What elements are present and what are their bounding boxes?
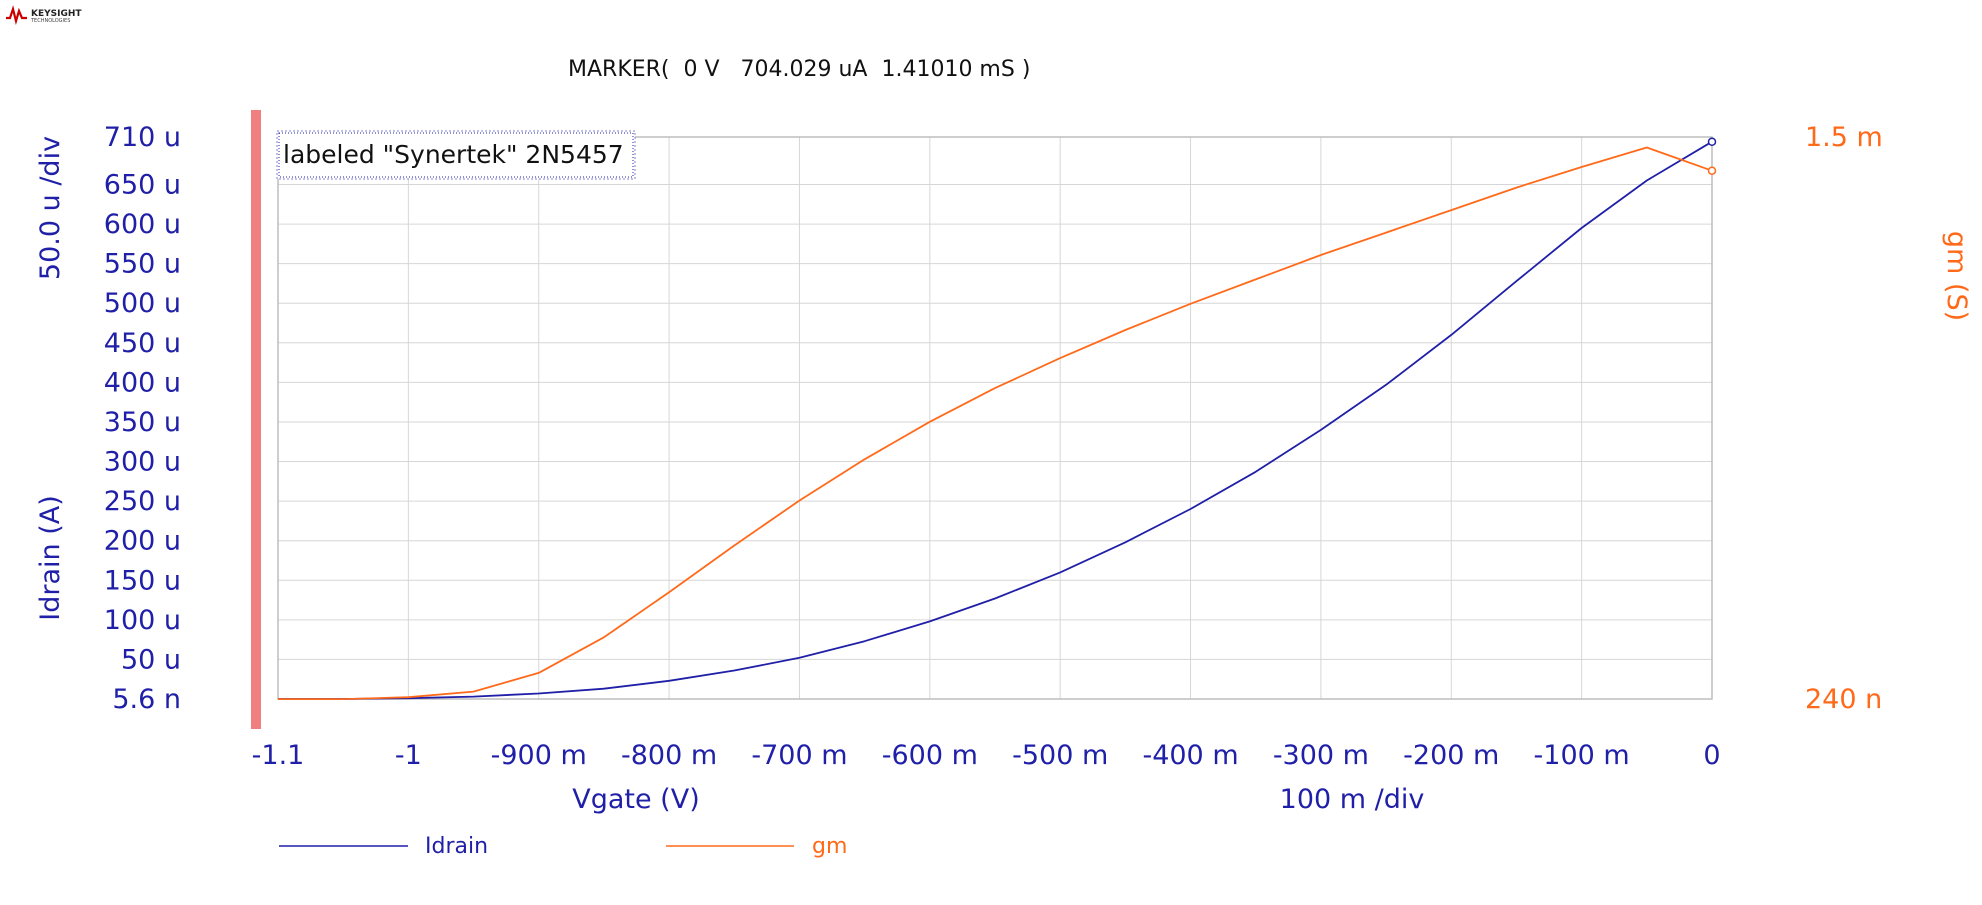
legend-idrain-label: Idrain (425, 834, 488, 859)
y-right-axis-label: gm (S) (1941, 231, 1972, 321)
brand-name: KEYSIGHT (31, 9, 82, 19)
keysight-logo: KEYSIGHT TECHNOLOGIES (6, 5, 82, 26)
y-left-tick-label-13: 650 u (104, 169, 181, 200)
x-tick-label-3: -800 m (621, 740, 717, 771)
annotation-text: labeled "Synertek" 2N5457 (283, 140, 624, 169)
series-gm-line (278, 146, 1713, 700)
legend: Idrain gm (279, 834, 847, 859)
series-end-markers (1707, 137, 1717, 175)
x-tick-label-6: -500 m (1012, 740, 1108, 771)
x-tick-label-1: -1 (395, 740, 422, 771)
y-left-tick-label-10: 500 u (104, 288, 181, 319)
y-left-tick-label-3: 150 u (104, 565, 181, 596)
series-lines (278, 140, 1713, 700)
y-right-tick-label-0: 240 n (1805, 684, 1882, 715)
x-tick-label-5: -600 m (882, 740, 978, 771)
y-left-tick-label-14: 710 u (104, 122, 181, 153)
y-right-tick-label-1: 1.5 m (1805, 122, 1883, 153)
y-right-tick-labels: 240 n 1.5 m (1805, 122, 1883, 715)
y-left-tick-label-9: 450 u (104, 328, 181, 359)
x-tick-label-4: -700 m (751, 740, 847, 771)
x-axis-label: Vgate (V) (572, 784, 699, 815)
series-gm-marker[interactable] (1707, 166, 1717, 175)
x-tick-label-10: -100 m (1534, 740, 1630, 771)
y-left-tick-labels: 5.6 n 50 u 100 u 150 u 200 u 250 u 300 u 350 u 4… (104, 122, 181, 715)
x-tick-label-8: -300 m (1273, 740, 1369, 771)
y-left-tick-label-5: 250 u (104, 486, 181, 517)
brand-sub: TECHNOLOGIES (30, 18, 70, 24)
y-left-tick-label-4: 200 u (104, 526, 181, 557)
series-idrain-line (278, 140, 1713, 700)
y-left-tick-label-12: 600 u (104, 209, 181, 240)
plot-frame (277, 136, 1713, 700)
x-tick-label-0: -1.1 (252, 740, 305, 771)
marker-readout: MARKER( 0 V 704.029 uA 1.41010 mS ) (568, 57, 1030, 82)
y-left-tick-label-2: 100 u (104, 605, 181, 636)
y-left-div-label: 50.0 u /div (35, 136, 66, 280)
x-tick-label-2: -900 m (491, 740, 587, 771)
y-left-tick-label-6: 300 u (104, 447, 181, 478)
y-left-tick-label-0: 5.6 n (112, 684, 181, 715)
x-axis-tick-labels: -1.1 -1 -900 m -800 m -700 m -600 m -500 m -400… (252, 740, 1721, 771)
y-left-axis-label: Idrain (A) (35, 495, 66, 620)
x-div-label: 100 m /div (1280, 784, 1425, 815)
series-idrain-marker[interactable] (1707, 137, 1717, 146)
grid (277, 136, 1713, 700)
x-tick-label-11: 0 (1703, 740, 1720, 771)
y-left-tick-label-8: 400 u (104, 367, 181, 398)
legend-gm-label: gm (812, 834, 847, 859)
left-marker-bar[interactable] (251, 110, 261, 729)
x-tick-label-9: -200 m (1403, 740, 1499, 771)
y-left-tick-label-11: 550 u (104, 249, 181, 280)
annotation-box[interactable]: labeled "Synertek" 2N5457 (276, 130, 636, 180)
keysight-wave-icon (6, 5, 27, 26)
x-tick-label-7: -400 m (1142, 740, 1238, 771)
y-left-tick-label-1: 50 u (121, 644, 181, 675)
y-left-tick-label-7: 350 u (104, 407, 181, 438)
